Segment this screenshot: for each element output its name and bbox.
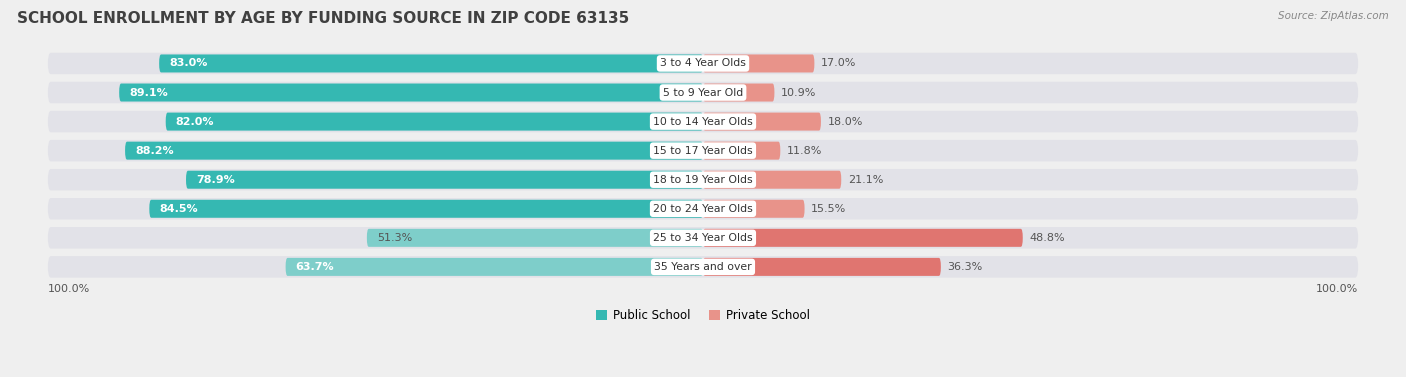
FancyBboxPatch shape <box>703 54 814 72</box>
FancyBboxPatch shape <box>48 53 1358 74</box>
Text: 83.0%: 83.0% <box>169 58 207 69</box>
FancyBboxPatch shape <box>149 200 703 218</box>
FancyBboxPatch shape <box>48 111 1358 132</box>
FancyBboxPatch shape <box>125 142 703 159</box>
Text: 18 to 19 Year Olds: 18 to 19 Year Olds <box>654 175 752 185</box>
Text: 20 to 24 Year Olds: 20 to 24 Year Olds <box>654 204 752 214</box>
Text: Source: ZipAtlas.com: Source: ZipAtlas.com <box>1278 11 1389 21</box>
FancyBboxPatch shape <box>48 140 1358 161</box>
Text: 88.2%: 88.2% <box>135 146 173 156</box>
FancyBboxPatch shape <box>367 229 703 247</box>
Text: 63.7%: 63.7% <box>295 262 335 272</box>
Text: 15 to 17 Year Olds: 15 to 17 Year Olds <box>654 146 752 156</box>
Text: 10.9%: 10.9% <box>780 87 817 98</box>
Text: 78.9%: 78.9% <box>195 175 235 185</box>
FancyBboxPatch shape <box>285 258 703 276</box>
FancyBboxPatch shape <box>186 171 703 189</box>
FancyBboxPatch shape <box>703 84 775 101</box>
FancyBboxPatch shape <box>166 113 703 130</box>
FancyBboxPatch shape <box>48 256 1358 277</box>
Legend: Public School, Private School: Public School, Private School <box>591 304 815 326</box>
Text: 18.0%: 18.0% <box>828 116 863 127</box>
FancyBboxPatch shape <box>48 169 1358 190</box>
Text: 51.3%: 51.3% <box>377 233 412 243</box>
Text: 35 Years and over: 35 Years and over <box>654 262 752 272</box>
Text: 11.8%: 11.8% <box>787 146 823 156</box>
FancyBboxPatch shape <box>703 171 841 189</box>
Text: 15.5%: 15.5% <box>811 204 846 214</box>
Text: 21.1%: 21.1% <box>848 175 883 185</box>
Text: 25 to 34 Year Olds: 25 to 34 Year Olds <box>654 233 752 243</box>
FancyBboxPatch shape <box>120 84 703 101</box>
Text: 36.3%: 36.3% <box>948 262 983 272</box>
FancyBboxPatch shape <box>703 113 821 130</box>
Text: 100.0%: 100.0% <box>48 284 90 294</box>
Text: 10 to 14 Year Olds: 10 to 14 Year Olds <box>654 116 752 127</box>
FancyBboxPatch shape <box>703 229 1022 247</box>
FancyBboxPatch shape <box>703 200 804 218</box>
FancyBboxPatch shape <box>48 82 1358 103</box>
Text: 100.0%: 100.0% <box>1316 284 1358 294</box>
Text: 3 to 4 Year Olds: 3 to 4 Year Olds <box>659 58 747 69</box>
Text: 17.0%: 17.0% <box>821 58 856 69</box>
FancyBboxPatch shape <box>48 198 1358 219</box>
Text: 82.0%: 82.0% <box>176 116 214 127</box>
FancyBboxPatch shape <box>703 258 941 276</box>
Text: 48.8%: 48.8% <box>1029 233 1064 243</box>
FancyBboxPatch shape <box>48 227 1358 248</box>
Text: SCHOOL ENROLLMENT BY AGE BY FUNDING SOURCE IN ZIP CODE 63135: SCHOOL ENROLLMENT BY AGE BY FUNDING SOUR… <box>17 11 628 26</box>
Text: 89.1%: 89.1% <box>129 87 167 98</box>
Text: 84.5%: 84.5% <box>159 204 198 214</box>
FancyBboxPatch shape <box>159 54 703 72</box>
Text: 5 to 9 Year Old: 5 to 9 Year Old <box>662 87 744 98</box>
FancyBboxPatch shape <box>703 142 780 159</box>
